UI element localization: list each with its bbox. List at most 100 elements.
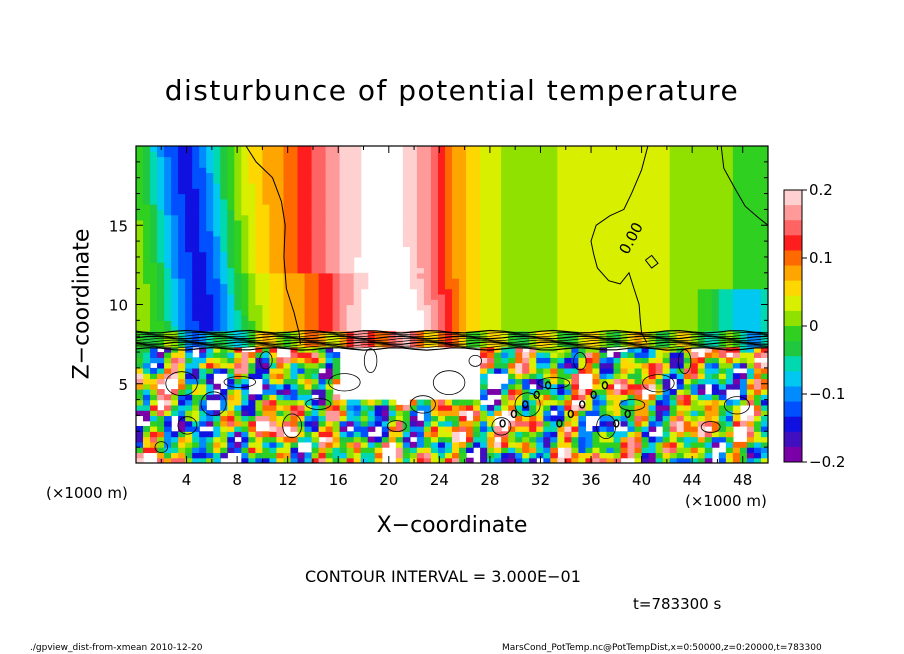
heatmap-cell — [213, 272, 221, 279]
heatmap-cell — [564, 230, 572, 237]
heatmap-cell — [416, 278, 425, 284]
heatmap-cell — [529, 283, 537, 290]
heatmap-cell — [206, 225, 214, 232]
heatmap-cell — [466, 420, 474, 427]
heatmap-cell — [206, 447, 214, 454]
heatmap-cell — [311, 225, 320, 232]
heatmap-cell — [711, 383, 720, 390]
heatmap-cell — [557, 188, 565, 195]
heatmap-cell — [704, 293, 713, 300]
heatmap-cell — [676, 447, 685, 454]
heatmap-cell — [732, 167, 741, 174]
heatmap-cell — [143, 399, 151, 406]
heatmap-cell — [143, 441, 151, 448]
heatmap-cell — [739, 182, 748, 189]
heatmap-cell — [283, 415, 292, 422]
heatmap-cell — [732, 283, 741, 290]
heatmap-cell — [683, 426, 692, 432]
heatmap-cell — [283, 214, 292, 221]
heatmap-cell — [199, 420, 207, 427]
heatmap-cell — [304, 272, 313, 279]
heatmap-cell — [452, 230, 460, 237]
heatmap-cell — [648, 415, 657, 422]
heatmap-cell — [494, 309, 502, 316]
heatmap-cell — [473, 172, 481, 179]
heatmap-cell — [662, 225, 671, 232]
heatmap-cell — [522, 241, 530, 247]
heatmap-cell — [220, 288, 228, 295]
heatmap-cell — [550, 304, 558, 311]
heatmap-cell — [669, 315, 678, 321]
heatmap-cell — [332, 246, 341, 253]
heatmap-cell — [585, 452, 594, 459]
heatmap-cell — [297, 288, 306, 295]
heatmap-cell — [711, 241, 720, 247]
heatmap-cell — [185, 304, 193, 311]
contour-line — [363, 348, 378, 373]
heatmap-cell — [711, 367, 720, 374]
heatmap-cell — [760, 367, 768, 374]
heatmap-cell — [262, 230, 271, 237]
heatmap-cell — [423, 193, 432, 200]
heatmap-cell — [613, 441, 622, 448]
heatmap-cell — [494, 404, 502, 411]
heatmap-cell — [227, 431, 235, 438]
heatmap-cell — [297, 151, 306, 158]
heatmap-cell — [199, 225, 207, 232]
heatmap-cell — [304, 278, 313, 284]
heatmap-cell — [276, 172, 285, 179]
heatmap-cell — [143, 172, 151, 179]
heatmap-cell — [332, 283, 341, 290]
heatmap-cell — [634, 394, 643, 401]
heatmap-cell — [332, 256, 341, 263]
heatmap-cell — [529, 357, 537, 364]
heatmap-cell — [444, 399, 453, 406]
heatmap-cell — [213, 357, 221, 364]
heatmap-cell — [332, 193, 341, 200]
heatmap-cell — [248, 219, 256, 226]
heatmap-cell — [718, 209, 727, 216]
heatmap-cell — [325, 262, 334, 269]
heatmap-cell — [416, 272, 425, 279]
heatmap-cell — [178, 235, 186, 242]
heatmap-cell — [171, 241, 179, 247]
heatmap-cell — [732, 172, 741, 179]
heatmap-cell — [416, 267, 425, 274]
heatmap-cell — [662, 315, 671, 321]
heatmap-cell — [550, 272, 558, 279]
heatmap-cell — [578, 315, 587, 321]
heatmap-cell — [739, 299, 748, 306]
heatmap-cell — [550, 415, 558, 422]
heatmap-cell — [339, 304, 348, 311]
colorbar: 0.20.10−0.1−0.2 — [783, 181, 845, 471]
x-axis: 4 8 12 16 20 24 28 32 36 40 44 48 — [160, 146, 752, 489]
heatmap-cell — [227, 267, 235, 274]
colorbar-swatch — [784, 401, 802, 418]
heatmap-cell — [480, 278, 488, 284]
heatmap-cell — [143, 309, 151, 316]
heatmap-cell — [480, 230, 488, 237]
heatmap-cell — [718, 389, 727, 395]
heatmap-cell — [760, 246, 768, 253]
heatmap-cell — [262, 436, 271, 443]
heatmap-cell — [536, 315, 544, 321]
contour-line — [177, 416, 198, 435]
heatmap-cell — [276, 156, 285, 163]
heatmap-cell — [459, 441, 467, 448]
heatmap-cell — [241, 457, 249, 463]
heatmap-cell — [430, 246, 439, 253]
heatmap-cell — [178, 383, 186, 390]
heatmap-cell — [178, 309, 186, 316]
heatmap-cell — [501, 267, 509, 274]
heatmap-cell — [732, 241, 741, 247]
heatmap-cell — [564, 346, 572, 353]
heatmap-cell — [248, 357, 256, 364]
heatmap-cell — [564, 352, 572, 358]
heatmap-cell — [655, 299, 664, 306]
heatmap-cell — [213, 267, 221, 274]
heatmap-cell — [199, 278, 207, 284]
heatmap-cell — [592, 230, 601, 237]
heatmap-cell — [206, 272, 214, 279]
heatmap-cell — [346, 404, 355, 411]
